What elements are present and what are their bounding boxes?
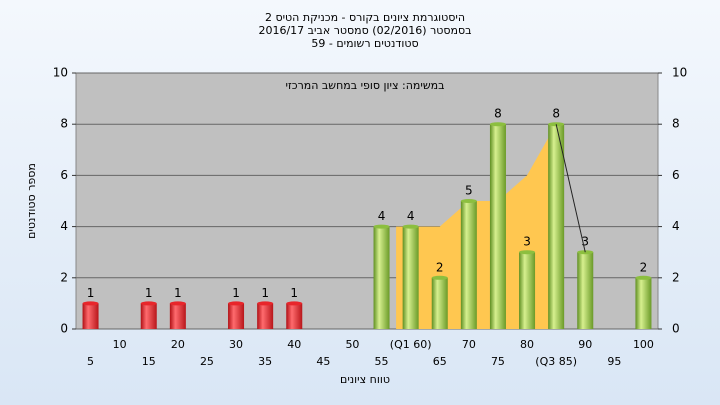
- bar-cap: [286, 301, 303, 306]
- bar: [140, 303, 157, 329]
- y-axis-label: מספר סטודנטים: [25, 163, 38, 239]
- x-tick-label: 35: [258, 355, 272, 368]
- bar: [431, 277, 448, 329]
- x-tick-label: 70: [462, 338, 476, 351]
- x-tick-label: 20: [171, 338, 185, 351]
- value-label: 1: [290, 286, 298, 300]
- bar-cap: [635, 275, 652, 280]
- value-label: 1: [261, 286, 269, 300]
- bar: [577, 252, 594, 329]
- bar-cap: [169, 301, 186, 306]
- bar-cap: [489, 122, 506, 127]
- x-tick-label: (Q3 85): [535, 355, 577, 368]
- x-tick-label: (Q1 60): [390, 338, 432, 351]
- plot-area: [75, 72, 659, 330]
- x-tick-label: 15: [142, 355, 156, 368]
- value-label: 1: [87, 286, 95, 300]
- bar: [169, 303, 186, 329]
- y2-tick-label: 10: [672, 66, 687, 80]
- bar-cap: [82, 301, 99, 306]
- bar: [519, 252, 536, 329]
- subtitle: בסמסטר (02/2016) סמסטר אביב 2016/17: [258, 24, 471, 37]
- x-tick-label: 75: [491, 355, 505, 368]
- bar-cap: [228, 301, 245, 306]
- x-tick-label: 65: [433, 355, 447, 368]
- y-tick-label: 0: [60, 322, 68, 336]
- value-label: 4: [407, 209, 415, 223]
- value-label: 8: [552, 107, 560, 121]
- subtitle: סטודנטים רשומים - 59: [311, 37, 418, 50]
- x-tick-label: 95: [607, 355, 621, 368]
- value-label: 2: [640, 260, 648, 274]
- bar: [373, 226, 390, 329]
- bar: [489, 124, 506, 329]
- bar-cap: [373, 224, 390, 229]
- bar-cap: [140, 301, 157, 306]
- x-tick-label: 50: [345, 338, 359, 351]
- y-tick-label: 10: [53, 66, 68, 80]
- value-label: 4: [378, 209, 386, 223]
- bar: [82, 303, 99, 329]
- x-tick-label: 5: [87, 355, 94, 368]
- bar-cap: [431, 275, 448, 280]
- y2-tick-label: 2: [672, 270, 680, 284]
- bar: [635, 277, 652, 329]
- bar-cap: [460, 199, 477, 203]
- x-tick-label: 40: [287, 338, 301, 351]
- x-tick-label: 55: [375, 355, 389, 368]
- value-label: 1: [174, 286, 182, 300]
- value-label: 5: [465, 184, 473, 198]
- x-axis-label: טווח ציונים: [340, 373, 390, 386]
- value-label: 1: [232, 286, 240, 300]
- y2-tick-label: 6: [672, 168, 680, 182]
- y-tick-label: 2: [60, 270, 68, 284]
- bar-cap: [402, 224, 419, 229]
- x-tick-label: 25: [200, 355, 214, 368]
- bar-cap: [257, 301, 274, 306]
- y-tick-label: 8: [60, 117, 68, 131]
- bar-cap: [519, 250, 536, 255]
- bar: [548, 124, 565, 329]
- x-tick-label: 90: [578, 338, 592, 351]
- value-label: 1: [145, 286, 153, 300]
- x-tick-label: 30: [229, 338, 243, 351]
- value-label: 3: [523, 235, 531, 249]
- y2-tick-label: 0: [672, 322, 680, 336]
- line: [555, 124, 586, 253]
- bar: [257, 303, 274, 329]
- annotation: במשימה: ציון סופי במחשב המרכזי: [285, 79, 444, 92]
- value-label: 2: [436, 260, 444, 274]
- bar: [228, 303, 245, 329]
- x-tick-label: 45: [316, 355, 330, 368]
- value-label: 8: [494, 107, 502, 121]
- bar: [402, 226, 419, 329]
- value-label: 3: [581, 235, 589, 249]
- y-tick-label: 6: [60, 168, 68, 182]
- y2-tick-label: 4: [672, 219, 680, 233]
- title: היסטוגרמת ציונים בקורס - מכניקת הטיס 2: [265, 11, 465, 24]
- x-tick-label: 10: [113, 338, 127, 351]
- y-tick-label: 4: [60, 219, 68, 233]
- bar: [460, 201, 477, 329]
- x-tick-label: 80: [520, 338, 534, 351]
- bar: [286, 303, 303, 329]
- x-tick-label: 100: [633, 338, 654, 351]
- y2-tick-label: 8: [672, 117, 680, 131]
